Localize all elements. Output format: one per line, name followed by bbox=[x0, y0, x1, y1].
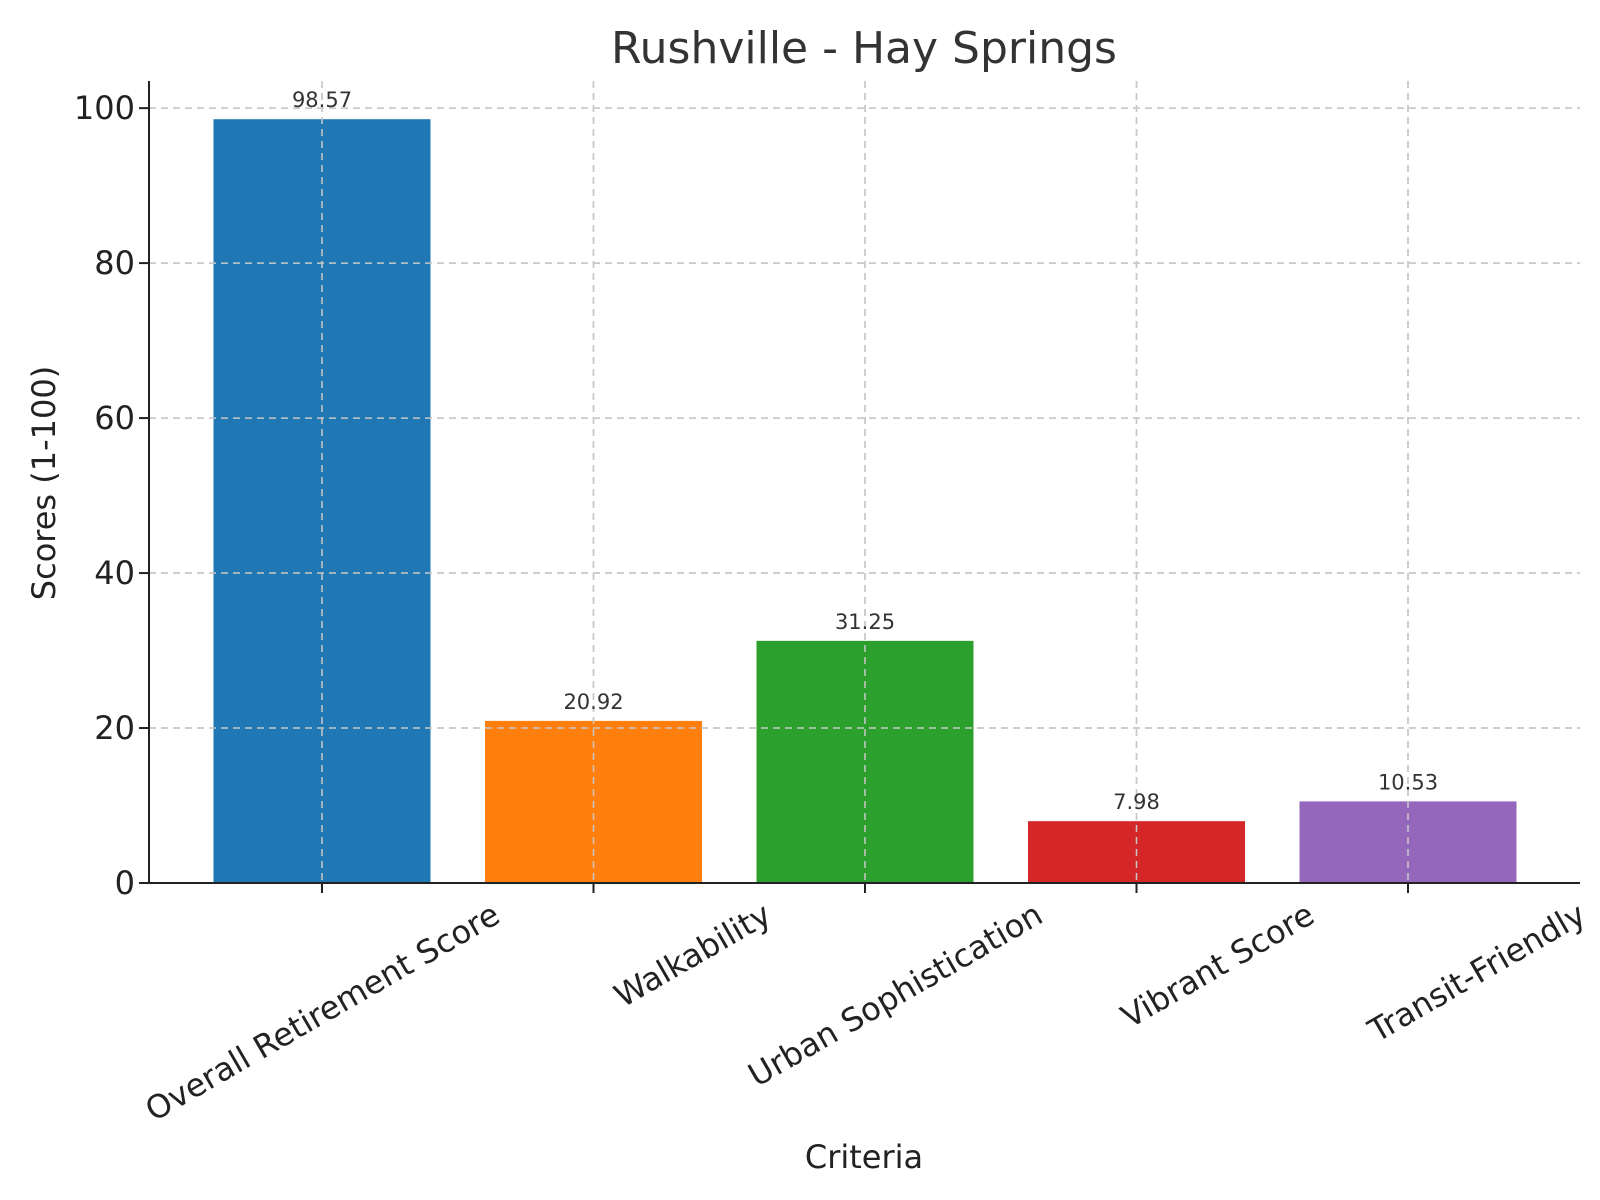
x-tick-label: Urban Sophistication bbox=[742, 895, 1049, 1094]
bar-value-label: 98.57 bbox=[292, 88, 352, 112]
y-tick-label: 60 bbox=[94, 399, 135, 437]
x-tick-label: Walkability bbox=[608, 895, 778, 1015]
x-tick-label: Overall Retirement Score bbox=[139, 895, 506, 1129]
y-tick-label: 20 bbox=[94, 709, 135, 747]
bar-value-label: 31.25 bbox=[835, 610, 895, 634]
bars-layer bbox=[149, 81, 1580, 884]
bar-value-label: 10.53 bbox=[1378, 770, 1438, 794]
y-axis-label: Scores (1-100) bbox=[25, 366, 63, 600]
y-tick-label: 80 bbox=[94, 244, 135, 282]
bar-value-label: 7.98 bbox=[1113, 790, 1160, 814]
y-tick-label: 100 bbox=[74, 89, 135, 127]
y-tick-label: 40 bbox=[94, 554, 135, 592]
x-tick-label: Vibrant Score bbox=[1115, 895, 1321, 1036]
x-tick-label: Transit-Friendly bbox=[1361, 895, 1592, 1050]
x-axis-label: Criteria bbox=[805, 1138, 923, 1176]
axes-layer bbox=[139, 81, 1580, 893]
bar-value-label: 20.92 bbox=[563, 690, 623, 714]
bar bbox=[756, 640, 974, 883]
chart-title: Rushville - Hay Springs bbox=[611, 23, 1117, 74]
y-tick-label: 0 bbox=[115, 864, 135, 902]
